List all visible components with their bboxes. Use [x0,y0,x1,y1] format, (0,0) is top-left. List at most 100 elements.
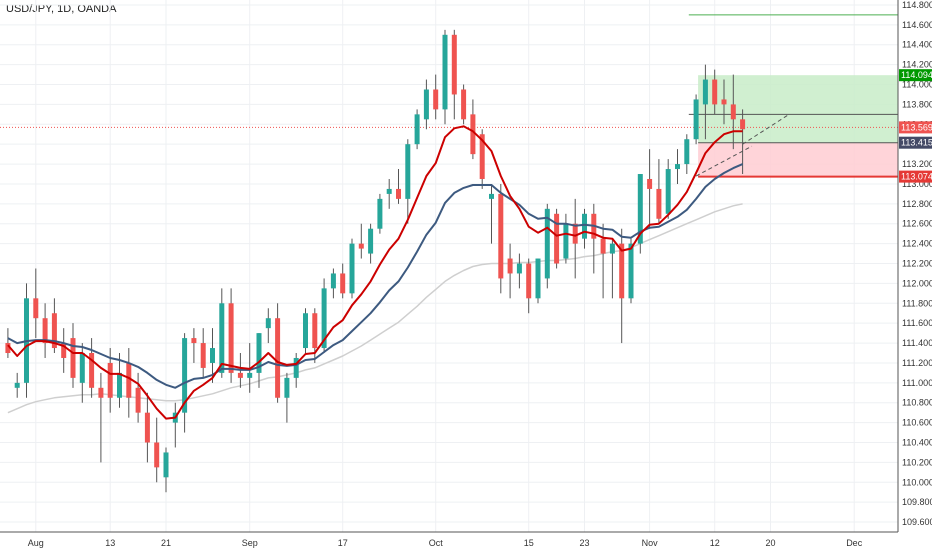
entry-price-tag[interactable]: 113.415 [899,136,932,149]
x-tick-label: 17 [338,538,348,548]
candle[interactable] [730,74,736,150]
candle[interactable] [414,109,420,150]
candle[interactable] [61,328,67,373]
candle[interactable] [535,258,541,304]
candle[interactable] [89,338,95,398]
candle[interactable] [228,288,234,383]
stop-price-tag[interactable]: 113.074 [899,170,932,183]
candle[interactable] [498,183,504,294]
candle-body [544,208,550,279]
candle-body [470,114,476,155]
candle[interactable] [200,328,206,378]
candle[interactable] [312,308,318,363]
candle[interactable] [126,348,132,418]
candle[interactable] [461,84,467,125]
candle[interactable] [14,372,20,398]
x-tick-label: Aug [28,538,44,548]
candle[interactable] [451,29,457,120]
candle[interactable] [609,238,615,299]
candle-body [740,119,746,130]
candle[interactable] [191,328,197,363]
candle-body [693,99,699,140]
candle-body [637,174,643,244]
candle[interactable] [433,74,439,120]
candle[interactable] [619,228,625,344]
projection-line[interactable] [695,145,753,177]
candle-body [321,288,327,349]
candle[interactable] [675,149,680,184]
candle[interactable] [600,223,606,299]
candle[interactable] [656,159,662,224]
ema-slow [7,163,743,389]
y-tick-label: 112.200 [902,259,932,269]
candle[interactable] [154,417,160,483]
candle-body [507,258,513,274]
candle[interactable] [293,353,299,388]
target-price-tag-text: 114.094 [901,70,932,80]
candle[interactable] [740,109,746,175]
candle[interactable] [265,308,271,344]
candle[interactable] [117,353,122,408]
candle[interactable] [572,198,578,279]
candle[interactable] [275,303,281,403]
candle[interactable] [721,79,727,125]
target-price-tag[interactable]: 114.094 [899,69,932,82]
candle[interactable] [303,308,308,354]
candle[interactable] [70,323,76,388]
x-tick-label: 21 [161,538,171,548]
candle[interactable] [470,99,476,160]
candle[interactable] [637,174,643,254]
candle[interactable] [396,169,401,204]
candle[interactable] [172,402,178,448]
candle[interactable] [377,193,383,234]
candle-body [535,258,541,299]
candle[interactable] [647,149,653,229]
candle[interactable] [256,333,262,388]
candle[interactable] [423,79,429,130]
candle[interactable] [712,69,718,115]
stop-price-tag-bg [899,170,932,183]
candle-body [154,442,160,468]
candle[interactable] [163,447,169,493]
candle[interactable] [684,134,690,175]
candle[interactable] [5,328,11,358]
candle[interactable] [284,372,290,423]
current-price-tag-text: 113.569 [901,122,932,132]
candle[interactable] [526,258,532,314]
projection-line[interactable] [742,113,790,145]
candle[interactable] [51,298,57,354]
x-tick-label: 23 [579,538,589,548]
candle[interactable] [349,238,355,299]
current-price-tag[interactable]: 113.569 [899,121,932,134]
y-tick-label: 110.800 [902,398,932,408]
candle-body [256,333,262,373]
candle[interactable] [693,94,699,145]
candle[interactable] [144,392,150,463]
candle-body [61,343,67,358]
candle[interactable] [135,372,141,423]
y-tick-label: 114.000 [902,80,932,90]
candle[interactable] [442,29,448,125]
candle[interactable] [702,64,708,140]
candle[interactable] [489,183,494,244]
candle-body [98,387,104,398]
candle[interactable] [386,178,392,209]
candle[interactable] [507,243,513,299]
candle[interactable] [98,372,104,463]
candle[interactable] [330,268,336,299]
candle[interactable] [582,208,587,249]
loss-zone[interactable] [698,142,898,177]
candle[interactable] [544,203,550,289]
candle[interactable] [516,253,522,289]
candle[interactable] [665,159,671,219]
candle[interactable] [563,213,569,264]
candle[interactable] [42,303,48,358]
candle[interactable] [358,223,364,259]
x-tick-label: 15 [524,538,534,548]
candle[interactable] [405,139,411,224]
candle[interactable] [340,263,346,299]
candle[interactable] [33,268,39,339]
candle[interactable] [368,223,374,264]
candle[interactable] [554,208,560,269]
